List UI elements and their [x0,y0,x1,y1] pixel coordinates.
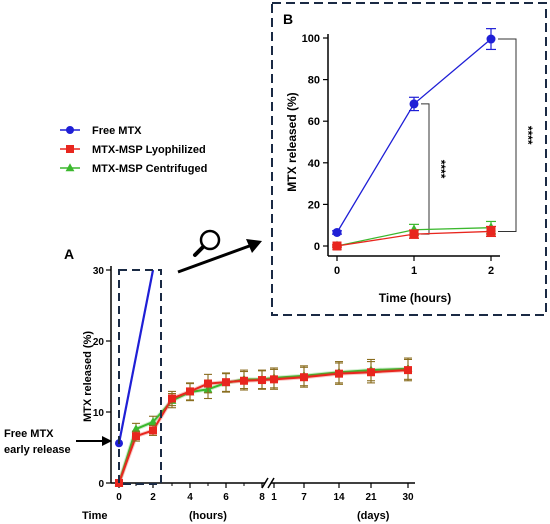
y-tick-label: 30 [93,266,105,277]
x-tick-label: 2 [488,265,494,277]
y-tick-label: 20 [308,199,320,211]
panel-b-frame [271,2,547,316]
series-line [336,38,492,233]
legend-label: MTX-MSP Centrifuged [92,163,207,175]
legend-marker [66,145,74,153]
data-point [258,376,266,385]
axis-break [267,477,275,489]
annotation-arrow-icon [76,436,112,446]
series-line [117,269,155,444]
legend-label: Free MTX [92,125,142,137]
x-axis-label-hours: (hours) [189,510,227,522]
data-point [240,376,248,385]
data-point [204,379,212,388]
y-tick-label: 40 [308,158,320,170]
x-tick-label: 30 [402,492,414,503]
data-point [486,226,496,236]
data-point [486,34,496,44]
data-point [149,426,157,435]
data-point [300,373,308,382]
data-point [131,424,141,433]
panel-b-label: B [283,11,293,27]
series-shade [117,368,409,484]
data-point [222,378,230,387]
y-tick-label: 80 [308,75,320,87]
x-tick-label: 6 [223,492,229,503]
significance-stars: **** [434,160,448,179]
legend-marker [65,163,75,172]
x-tick-label: 2 [150,492,156,503]
legend-label: MTX-MSP Lyophilized [92,144,206,156]
y-tick-label: 20 [93,337,105,348]
y-tick-label: 0 [98,479,104,490]
y-tick-label: 60 [308,116,320,128]
data-point [335,369,343,378]
early-release-annotation: Free MTX early release [4,428,71,456]
x-tick-label: 7 [301,492,307,503]
legend: Free MTX MTX-MSP Lyophilized MTX-MSP Centr… [60,125,207,175]
data-point [168,394,176,403]
x-tick-label: 0 [334,265,340,277]
panel-a-label: A [64,246,74,262]
x-tick-label: 21 [365,492,377,503]
data-point [367,368,375,377]
legend-marker [66,126,74,134]
plot-b: 0 20 40 60 80 100 0 1 2 Time (hours) MTX released … [285,28,535,305]
y-tick-label: 10 [93,408,105,419]
series-line [118,367,409,484]
data-point [332,241,342,251]
zoom-arrow-icon [177,239,262,274]
data-point [409,99,419,109]
x-tick-label: 14 [333,492,345,503]
magnifier-icon [193,229,221,257]
x-tick-label: 1 [271,492,277,503]
y-axis-label: MTX released (%) [82,331,94,422]
x-axis-label-time: Time [82,510,107,522]
x-tick-label: 8 [259,492,265,503]
y-tick-label: 0 [314,241,320,253]
data-point [409,229,419,239]
significance-bracket [498,38,517,232]
series-shade [117,366,409,484]
data-point [186,387,194,396]
x-tick-label: 0 [116,492,122,503]
x-axis-label-days: (days) [357,510,390,522]
significance-bracket [421,103,430,235]
data-point [132,432,140,441]
x-tick-label: 4 [187,492,193,503]
data-point [404,366,412,375]
x-axis-label: Time (hours) [379,291,451,305]
data-point [148,417,158,426]
zoom-box [118,269,162,485]
data-point [332,227,342,237]
y-axis-label: MTX released (%) [285,92,299,191]
data-point [270,375,278,384]
axis-break [261,477,269,489]
series-line [118,369,409,484]
significance-stars: **** [521,126,535,145]
x-tick-label: 1 [411,265,417,277]
y-tick-label: 100 [302,33,320,45]
